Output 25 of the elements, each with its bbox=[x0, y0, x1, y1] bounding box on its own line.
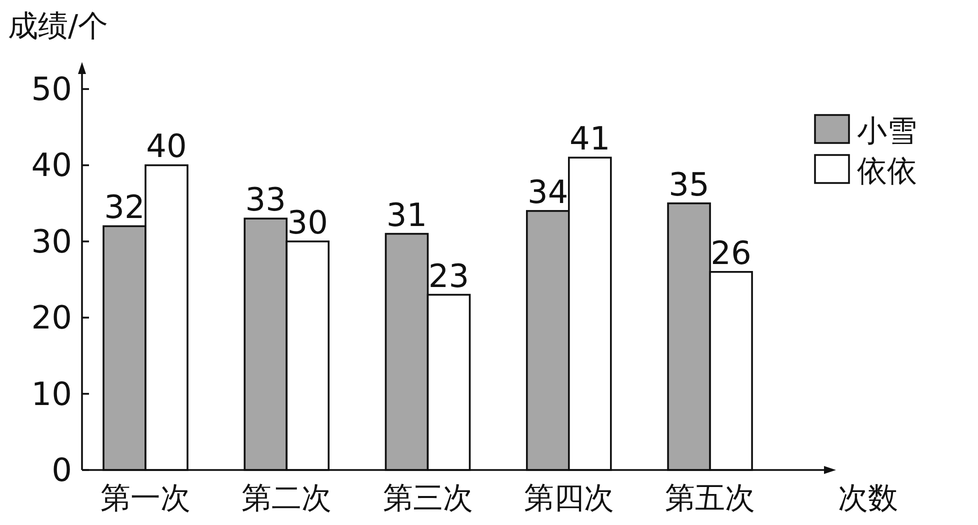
data-label: 33 bbox=[245, 180, 286, 219]
data-label: 23 bbox=[428, 256, 470, 295]
y-axis-title: 成绩/个 bbox=[8, 9, 108, 44]
data-label: 26 bbox=[710, 234, 752, 272]
y-tick-label: 30 bbox=[31, 222, 72, 260]
x-axis-title: 次数 bbox=[838, 481, 898, 516]
data-label: 41 bbox=[570, 120, 610, 158]
y-tick-label: 40 bbox=[31, 146, 72, 184]
data-label: 35 bbox=[668, 165, 710, 204]
y-tick-label: 20 bbox=[31, 298, 72, 337]
x-tick-label: 第四次 bbox=[524, 481, 614, 516]
legend-label: 依依 bbox=[857, 154, 917, 189]
legend-label: 小雪 bbox=[857, 114, 917, 149]
y-tick-label: 0 bbox=[52, 451, 72, 489]
y-tick-label: 10 bbox=[31, 374, 72, 413]
data-label: 30 bbox=[287, 203, 328, 242]
x-tick-label: 第二次 bbox=[242, 481, 332, 516]
y-tick-label: 50 bbox=[31, 70, 72, 108]
data-label: 34 bbox=[528, 172, 568, 211]
data-label: 31 bbox=[386, 196, 428, 234]
x-tick-label: 第五次 bbox=[665, 481, 756, 516]
data-label: 32 bbox=[104, 188, 145, 226]
data-label: 40 bbox=[146, 127, 187, 166]
x-tick-label: 第一次 bbox=[100, 481, 191, 516]
x-tick-label: 第三次 bbox=[382, 481, 473, 516]
